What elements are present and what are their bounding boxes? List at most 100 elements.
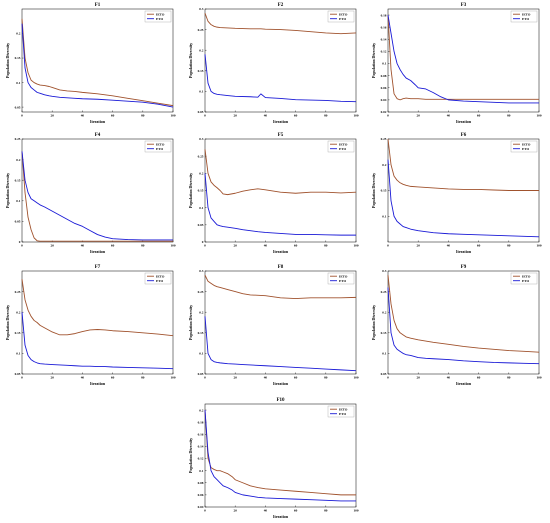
x-axis-label: Iteration [273,119,289,124]
series-line-ieto [204,149,357,196]
chart-f3: F3 0 20 40 60 80 100 0.02 0.04 0.06 0.08 0.1 0.12 0.1… [366,0,546,128]
y-axis-label: Population Diversity [371,43,376,78]
y-tick-label: 0.15 [15,178,21,182]
series-line-eto [21,312,174,370]
x-tick-label: 80 [507,376,511,380]
y-tick-label: 0 [202,240,204,244]
legend-label-ieto: IETO [339,407,348,411]
x-tick-label: 60 [294,114,298,118]
x-tick-label: 60 [477,244,481,248]
x-tick-label: 100 [353,509,358,513]
x-tick-label: 40 [447,376,451,380]
chart-f9: F9 0 20 40 60 80 100 0.05 0.1 0.15 0.2 0.25 0.3 Itera… [366,262,546,390]
x-tick-label: 40 [81,244,85,248]
series-line-ieto [204,12,357,35]
y-tick-label: 0.2 [16,32,21,36]
chart-title: F4 [95,133,101,138]
y-tick-label: 0.2 [199,48,204,52]
y-tick-label: 0.12 [381,50,387,54]
legend-label-eto: ETO [339,17,346,21]
x-tick-label: 20 [234,509,238,513]
chart-svg: F2 0 20 40 60 80 100 0.05 0.1 0.15 0.2 0.25 0.3 Itera… [188,3,359,124]
chart-svg: F10 0 20 40 60 80 100 0.04 0.06 0.08 0.1 0.12 0.14 0.… [188,398,359,519]
legend-label-ieto: IETO [339,274,348,278]
y-tick-label: 0.05 [198,372,204,376]
y-tick-label: 0.1 [199,206,204,210]
x-tick-label: 40 [264,509,268,513]
x-tick-label: 20 [234,376,238,380]
x-tick-label: 0 [387,244,389,248]
legend-label-eto: ETO [522,17,529,21]
x-tick-label: 100 [170,244,175,248]
series-line-ieto [387,275,540,353]
x-tick-label: 80 [141,244,145,248]
y-tick-label: 0.15 [15,331,21,335]
legend-box [144,10,172,23]
x-axis-label: Iteration [456,119,472,124]
y-tick-label: 0.25 [381,290,387,294]
x-tick-label: 100 [536,376,541,380]
legend-label-eto: ETO [156,279,163,283]
series-line-ieto [21,151,173,242]
chart-title: F10 [276,398,285,403]
x-tick-label: 60 [111,376,115,380]
x-tick-label: 80 [324,376,328,380]
y-tick-label: 0.06 [381,86,387,90]
y-tick-label: 0.04 [198,505,204,509]
x-tick-label: 40 [447,114,451,118]
series-line-ieto [21,18,174,107]
x-tick-label: 20 [417,376,421,380]
x-axis-label: Iteration [456,381,472,386]
y-tick-label: 0.2 [16,158,21,162]
y-axis-label: Population Diversity [371,305,376,340]
x-tick-label: 60 [111,114,115,118]
legend-label-eto: ETO [156,147,163,151]
plot-frame [204,403,357,508]
chart-title: F3 [461,3,467,8]
chart-svg: F6 0 20 40 60 80 100 0.1 0.15 0.2 0.25 Iteration Pop… [371,133,542,254]
legend-label-eto: ETO [339,147,346,151]
legend-label-ieto: IETO [522,142,531,146]
y-tick-label: 0.02 [381,110,387,114]
y-tick-label: 0.05 [15,105,21,109]
series-line-ieto [387,138,539,191]
y-tick-label: 0.18 [198,420,204,424]
x-tick-label: 0 [204,376,206,380]
series-line-ieto [204,410,356,496]
y-tick-label: 0.2 [199,310,204,314]
legend-label-ieto: IETO [156,274,165,278]
x-axis-label: Iteration [273,381,289,386]
x-tick-label: 0 [204,244,206,248]
legend-label-eto: ETO [339,412,346,416]
y-tick-label: 0.15 [381,189,387,193]
x-tick-label: 100 [353,244,358,248]
x-tick-label: 0 [204,509,206,513]
y-tick-label: 0.1 [199,469,204,473]
x-tick-label: 100 [170,376,175,380]
y-axis-label: Population Diversity [5,305,10,340]
x-tick-label: 40 [81,114,85,118]
series-line-ieto [204,274,357,300]
y-tick-label: 0.2 [382,163,387,167]
x-tick-label: 80 [507,114,511,118]
x-tick-label: 100 [353,114,358,118]
x-tick-label: 100 [536,114,541,118]
y-tick-label: 0.1 [16,81,21,85]
y-tick-label: 0.15 [198,331,204,335]
chart-title: F7 [95,265,101,270]
series-line-eto [21,151,173,241]
series-line-eto [204,173,356,236]
series-line-eto [387,159,540,238]
x-axis-label: Iteration [456,249,472,254]
legend-box [327,140,355,153]
x-axis-label: Iteration [90,119,106,124]
x-tick-label: 40 [264,244,268,248]
legend-box [327,10,355,23]
series-line-eto [204,316,357,372]
y-tick-label: 0.1 [382,62,387,66]
chart-f8: F8 0 20 40 60 80 100 0.05 0.1 0.15 0.2 0.25 0.3 Itera… [183,262,363,390]
plot-frame [21,270,174,375]
y-tick-label: 0.25 [198,154,204,158]
plot-frame [204,270,357,375]
y-axis-label: Population Diversity [188,305,193,340]
